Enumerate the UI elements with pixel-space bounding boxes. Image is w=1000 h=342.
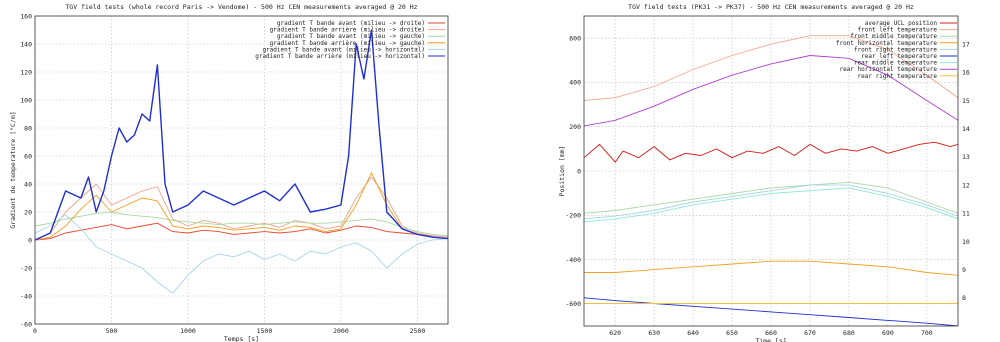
y-axis: -60 -40 -20 0 20 40 60 80 100 120 140 160 [20, 12, 32, 328]
y2-tick-label: 16 [962, 69, 970, 77]
series-line [35, 214, 448, 294]
y-tick-label: 400 [569, 79, 581, 87]
y-tick-label: 0 [28, 236, 32, 244]
x-tick-label: 670 [804, 329, 816, 337]
y-tick-label: -40 [20, 292, 32, 300]
y2-tick-label: 9 [962, 266, 966, 274]
grid-lines [34, 15, 448, 325]
chart-title: TGV field tests (PK31 -> PK37) - 500 Hz … [628, 3, 914, 11]
y2-tick-label: 11 [962, 210, 970, 218]
x-tick-label: 1500 [257, 327, 273, 335]
y-tick-label: 600 [569, 34, 581, 42]
series-line [35, 211, 448, 237]
y2-tick-label: 15 [962, 97, 970, 105]
legend-label: gradient T bande arrière (milieu -> droi… [270, 27, 425, 34]
y2-tick-label: 14 [962, 125, 970, 133]
x-tick-label: 2000 [333, 327, 349, 335]
y-tick-label: 0 [577, 167, 581, 175]
series-line [584, 141, 958, 163]
legend: gradient T bande avant (milieu -> droite… [255, 20, 445, 60]
x-axis-label: Temps [s] [224, 335, 259, 342]
chart-title: TGV field tests (whole record Paris -> V… [65, 3, 417, 11]
temperature-gradient-chart: TGV field tests (whole record Paris -> V… [9, 3, 449, 342]
ucl-position-temperature-chart: TGV field tests (PK31 -> PK37) - 500 Hz … [558, 3, 970, 342]
x-tick-label: 620 [609, 329, 621, 337]
x-tick-label: 690 [882, 329, 894, 337]
series-line [584, 187, 958, 223]
y-tick-label: 200 [569, 123, 581, 131]
legend-label: rear horizontal temperature [839, 66, 937, 73]
series-line [35, 176, 448, 241]
y-tick-label: 60 [24, 152, 32, 160]
legend-label: rear right temperature [858, 73, 938, 80]
legend-label: average UCL position [865, 20, 938, 27]
x-tick-label: 680 [843, 329, 855, 337]
legend-label: front middle temperature [850, 33, 937, 40]
series-line [584, 55, 958, 127]
y-tick-label: 100 [20, 96, 32, 104]
y-tick-label: 40 [24, 180, 32, 188]
legend-label: gradient T bande arrière (milieu -> gauc… [270, 40, 425, 47]
series-group [584, 35, 958, 326]
x-tick-label: 700 [921, 329, 933, 337]
y2-axis: 8 9 10 11 12 13 14 15 16 17 [962, 40, 970, 302]
x-axis-label: Time [s] [755, 337, 786, 342]
y-tick-label: 20 [24, 208, 32, 216]
x-tick-label: 2500 [410, 327, 426, 335]
series-line [584, 181, 958, 214]
x-tick-label: 1000 [180, 327, 196, 335]
y2-tick-label: 17 [962, 40, 970, 48]
x-tick-label: 660 [765, 329, 777, 337]
y2-tick-label: 12 [962, 181, 970, 189]
x-tick-label: 0 [33, 327, 37, 335]
y-tick-label: 160 [20, 12, 32, 20]
legend-label: gradient T bande avant (milieu -> gauche… [277, 33, 425, 40]
series-line [584, 297, 958, 326]
series-group [35, 29, 448, 294]
y2-tick-label: 10 [962, 238, 970, 246]
x-axis: 0 500 1000 1500 2000 2500 [33, 327, 425, 335]
y-tick-label: 140 [20, 40, 32, 48]
y-tick-label: 80 [24, 124, 32, 132]
series-line [584, 35, 958, 101]
x-tick-label: 500 [106, 327, 118, 335]
legend-label: rear middle temperature [854, 60, 937, 67]
y-axis-label: Position [mm] [558, 146, 566, 197]
y-tick-label: -200 [565, 212, 581, 220]
series-line [584, 184, 958, 220]
y-tick-label: -20 [20, 264, 32, 272]
x-tick-label: 630 [648, 329, 660, 337]
x-tick-label: 640 [687, 329, 699, 337]
y-tick-label: -400 [565, 256, 581, 264]
y-tick-label: -600 [565, 300, 581, 308]
y2-tick-label: 8 [962, 294, 966, 302]
legend-label: front right temperature [854, 46, 937, 53]
legend-label: gradient T bande avant (milieu -> droite… [277, 20, 425, 27]
y-tick-label: 120 [20, 68, 32, 76]
plot-frame [34, 15, 449, 325]
legend-label: gradient T bande avant (milieu -> horizo… [262, 46, 425, 53]
y2-tick-label: 13 [962, 153, 970, 161]
legend-label: rear left temperature [861, 53, 937, 60]
y-axis-label: Gradient de temperature [°C/m] [9, 111, 17, 228]
legend-label: gradient T bande arrière (milieu -> hori… [255, 53, 425, 60]
legend-label: front horizontal temperature [836, 40, 938, 47]
series-line [35, 172, 448, 241]
legend-label: front left temperature [858, 27, 938, 34]
y-axis: -600 -400 -200 0 200 400 600 [565, 34, 581, 308]
series-line [584, 260, 958, 276]
series-line [35, 222, 448, 241]
x-axis: 620 630 640 650 660 670 680 690 700 [609, 329, 932, 337]
y-tick-label: -60 [20, 320, 32, 328]
plot-frame [583, 15, 959, 327]
series-line [35, 29, 448, 241]
x-tick-label: 650 [726, 329, 738, 337]
